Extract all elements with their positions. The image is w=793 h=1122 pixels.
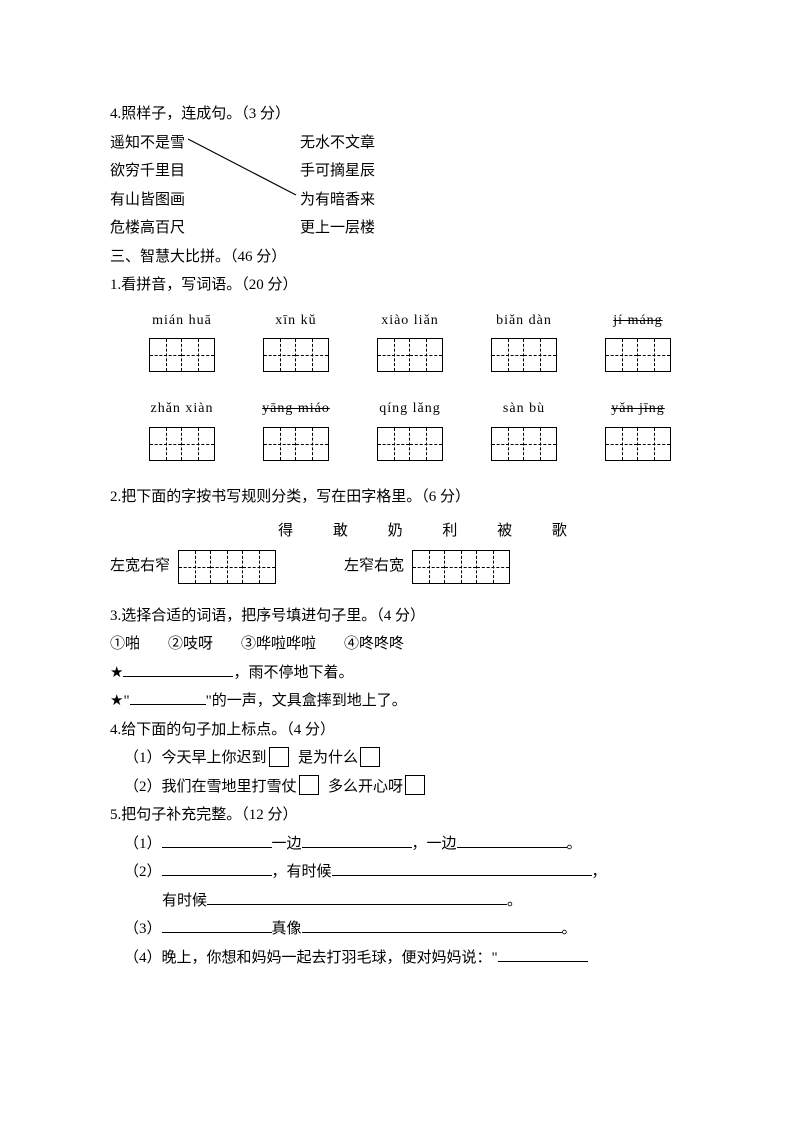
pinyin: qíng lǎng [379,396,441,423]
match-right-2: 为有暗香来 [300,186,375,215]
pinyin: jí máng [613,308,662,335]
pinyin: zhǎn xiàn [150,396,213,423]
match-left-0: 遥知不是雪 [110,129,300,158]
tian-grid-3[interactable] [412,550,510,584]
s3q3-s1: ★，雨不停地下着。 [110,659,683,688]
fill-blank[interactable] [162,833,272,848]
fill-blank[interactable] [498,947,588,962]
pinyin-row-1: mián huā xīn kǔ xiào liǎn biǎn dàn jí má… [140,308,683,373]
s3q3-title: 3.选择合适的词语，把序号填进句子里。（4 分） [110,602,683,631]
s3q4-title: 4.给下面的句子加上标点。（4 分） [110,716,683,745]
match-left-1: 欲穷千里目 [110,157,300,186]
fill-blank[interactable] [302,918,562,933]
fill-blank[interactable] [123,662,233,677]
punct-box[interactable] [360,747,380,767]
tian-grid-3[interactable] [178,550,276,584]
match-right-1: 手可摘星辰 [300,157,375,186]
s3q5-title: 5.把句子补充完整。（12 分） [110,801,683,830]
fill-blank[interactable] [332,861,592,876]
tian-grid[interactable] [377,427,443,461]
match-right-0: 无水不文章 [300,129,375,158]
match-right-3: 更上一层楼 [300,214,375,243]
pinyin: mián huā [152,308,212,335]
s3q5-l2: （2），有时候， [110,858,683,887]
s3q2-chars: 得 敢 奶 利 被 歌 [180,517,683,546]
s3q2-title: 2.把下面的字按书写规则分类，写在田字格里。（6 分） [110,483,683,512]
punct-box[interactable] [405,775,425,795]
s3q5-l1: （1）一边，一边。 [110,830,683,859]
s3q1-title: 1.看拼音，写词语。（20 分） [110,271,683,300]
tian-grid[interactable] [149,427,215,461]
fill-blank[interactable] [302,833,412,848]
pinyin: yǎn jīng [611,396,665,423]
s3q3-options: ①啪②吱呀③哗啦哗啦④咚咚咚 [110,630,683,659]
fill-blank[interactable] [162,861,272,876]
tian-grid[interactable] [149,338,215,372]
tian-grid[interactable] [263,338,329,372]
pinyin-row-2: zhǎn xiàn yāng miáo qíng lǎng sàn bù yǎn… [140,396,683,461]
pinyin: sàn bù [503,396,545,423]
section3-title: 三、智慧大比拼。（46 分） [110,243,683,272]
s3q5-l2b: 有时候。 [110,887,683,916]
fill-blank[interactable] [130,690,206,705]
punct-box[interactable] [269,747,289,767]
s3q4-l2: （2）我们在雪地里打雪仗 多么开心呀 [110,773,683,802]
tian-grid[interactable] [491,338,557,372]
s3q2-label-left: 左宽右窄 [110,552,170,581]
s3q3-s2: ★""的一声，文具盒摔到地上了。 [110,687,683,716]
tian-grid[interactable] [263,427,329,461]
tian-grid[interactable] [377,338,443,372]
tian-grid[interactable] [605,427,671,461]
punct-box[interactable] [299,775,319,795]
pinyin: xīn kǔ [275,308,316,335]
fill-blank[interactable] [162,918,272,933]
fill-blank[interactable] [207,890,507,905]
pinyin: biǎn dàn [496,308,552,335]
tian-grid[interactable] [491,427,557,461]
s3q2-label-right: 左窄右宽 [344,552,404,581]
s3q5-l4: （4）晚上，你想和妈妈一起去打羽毛球，便对妈妈说：" [110,944,683,973]
tian-grid[interactable] [605,338,671,372]
match-left-2: 有山皆图画 [110,186,300,215]
match-left-3: 危楼高百尺 [110,214,300,243]
pinyin: yāng miáo [262,396,330,423]
fill-blank[interactable] [457,833,567,848]
s3q4-l1: （1）今天早上你迟到 是为什么 [110,744,683,773]
pinyin: xiào liǎn [381,308,439,335]
s3q5-l3: （3）真像。 [110,915,683,944]
q4-title: 4.照样子，连成句。（3 分） [110,100,683,129]
